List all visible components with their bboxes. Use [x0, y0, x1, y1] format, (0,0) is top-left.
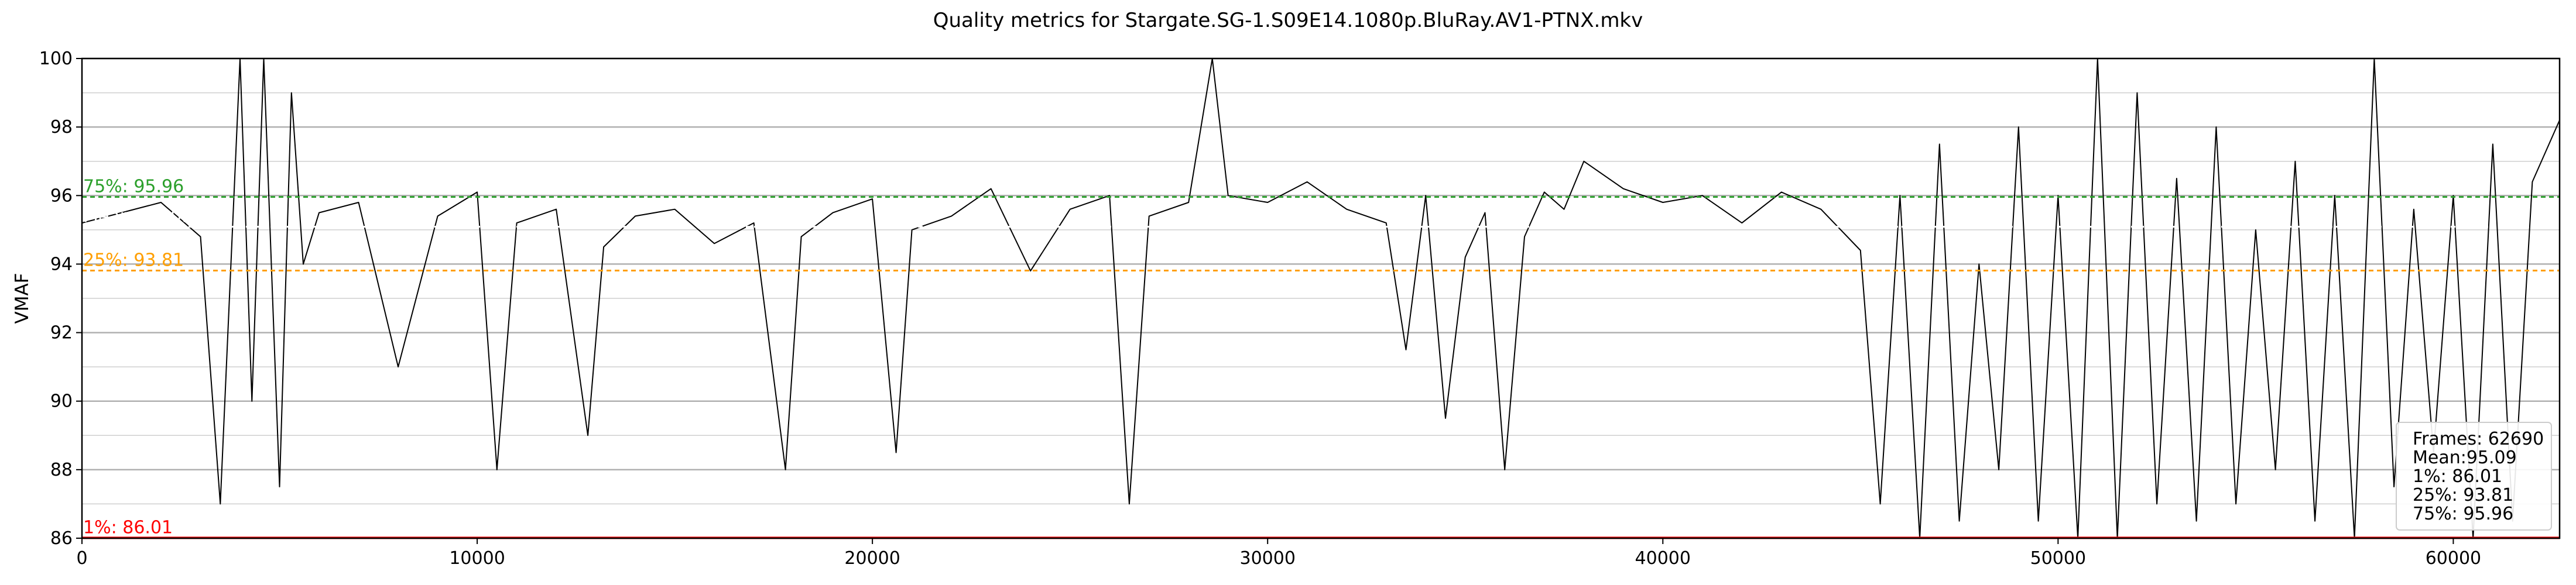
x-tick-label: 0 — [76, 548, 87, 569]
x-tick-label: 50000 — [2030, 548, 2086, 569]
plot-frame — [81, 57, 2561, 539]
grid-layer — [82, 57, 2560, 539]
y-tick-label: 100 — [39, 49, 73, 69]
y-tick-label: 94 — [50, 254, 73, 274]
ref-label-mean: Mean: 95.09 — [83, 207, 193, 227]
x-tick-label: 30000 — [1239, 548, 1295, 569]
legend-line: 75%: 95.96 — [2413, 504, 2513, 524]
legend-line: 25%: 93.81 — [2413, 485, 2513, 505]
legend-line: Frames: 62690 — [2413, 429, 2544, 449]
x-tick-label: 60000 — [2426, 548, 2481, 569]
y-tick-label: 98 — [50, 117, 73, 137]
y-tick-label: 90 — [50, 391, 73, 412]
x-tick-label: 40000 — [1635, 548, 1691, 569]
ref-label-1pct: 1%: 86.01 — [83, 517, 173, 538]
y-tick-label: 86 — [50, 528, 73, 549]
y-tick-label: 96 — [50, 185, 73, 206]
x-tick-label: 20000 — [844, 548, 900, 569]
x-tick-label: 10000 — [449, 548, 505, 569]
series-line-0 — [81, 58, 2560, 539]
y-tick-label: 88 — [50, 460, 73, 480]
y-axis-label: VMAF — [12, 273, 33, 324]
legend-line: Mean:95.09 — [2413, 448, 2517, 468]
axes: 86 88 90 92 94 96 98 100 0 10000 20000 30000 40000 50… — [39, 49, 2561, 569]
legend-frame — [2396, 422, 2552, 531]
y-tick-label: 92 — [50, 323, 73, 343]
chart-title: Quality metrics for Stargate.SG-1.S09E14… — [933, 9, 1643, 32]
ref-label-75pct: 75%: 95.96 — [83, 177, 184, 197]
series-layer — [81, 58, 2560, 539]
legend-line: 1%: 86.01 — [2413, 466, 2502, 487]
ref-label-25pct: 25%: 93.81 — [83, 250, 184, 271]
